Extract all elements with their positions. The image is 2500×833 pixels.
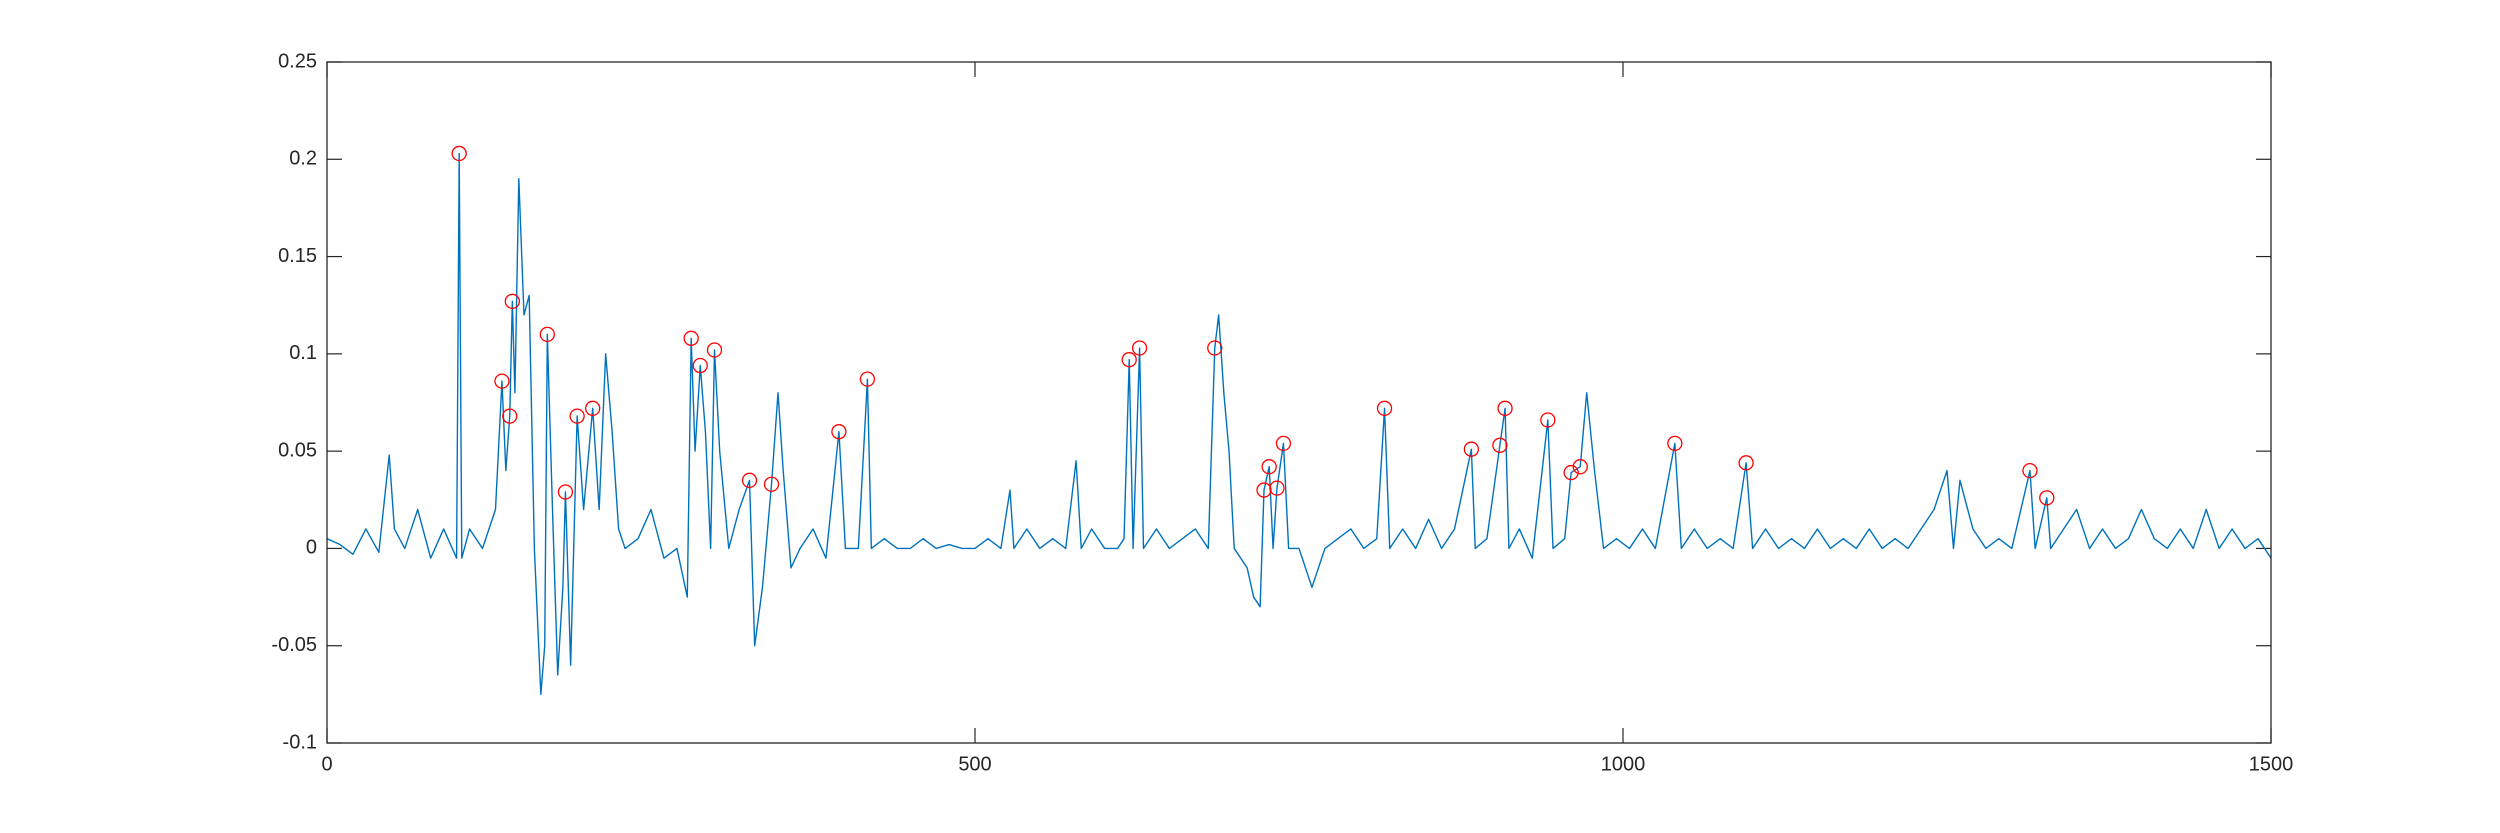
peak-marker [1540,412,1556,428]
x-tick-label: 1500 [2249,753,2294,775]
peak-marker [831,424,847,440]
y-tick-label: 0.05 [278,439,317,461]
peak-marker [2022,462,2038,479]
peak-marker [859,371,876,387]
peak-marker [1492,437,1508,453]
x-tick-label: 500 [958,753,991,775]
peak-marker [504,293,520,309]
peak-marker [1131,340,1148,356]
peak-marker [1376,400,1393,416]
y-tick-label: 0.15 [278,245,317,267]
peak-marker [1269,480,1285,496]
peak-marker [1563,464,1579,481]
y-tick-label: 0.1 [289,342,317,364]
y-tick-label: -0.05 [271,634,317,656]
peak-marker [502,408,518,424]
peak-marker [585,400,601,416]
y-tick-label: -0.1 [283,731,317,753]
peak-marker [683,330,699,346]
peak-marker [494,373,510,389]
peak-marker [1275,435,1292,452]
peak-marker [763,476,780,492]
peak-marker [1261,459,1277,475]
peak-marker [741,472,758,488]
y-tick-label: 0.2 [289,148,317,170]
peak-marker [1738,455,1754,471]
peak-marker [1572,459,1588,475]
y-tick-label: 0 [306,537,317,559]
peak-marker [692,357,708,374]
peak-marker [451,145,467,162]
peak-marker [1207,340,1223,356]
peak-marker [1256,482,1272,498]
peak-marker [706,342,723,358]
peak-marker [557,484,574,500]
peak-marker [1667,435,1683,452]
peak-marker [1463,441,1480,457]
data-line [326,152,2272,696]
x-tick-label: 1000 [1601,753,1646,775]
axes-box [326,61,2272,744]
peak-marker [2039,490,2055,506]
x-tick-label: 0 [321,753,332,775]
peak-marker [1497,400,1513,416]
y-tick-label: 0.25 [278,50,317,72]
peak-marker [539,326,555,343]
peak-marker [1121,352,1137,368]
peak-marker [569,408,585,424]
